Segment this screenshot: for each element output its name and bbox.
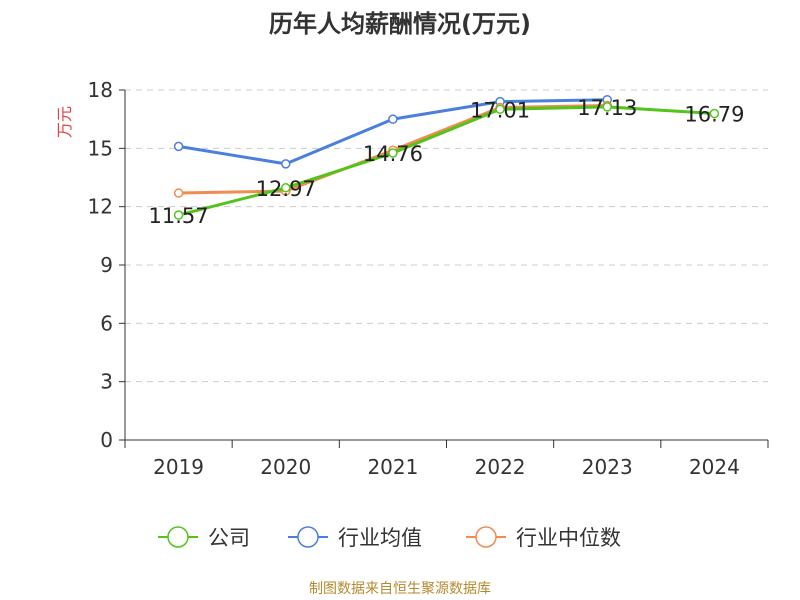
y-tick-label: 15 [88, 136, 113, 160]
series-lines [173, 94, 720, 220]
legend-marker [167, 526, 189, 548]
series-line [178, 105, 715, 217]
x-tick-label: 2019 [153, 455, 204, 479]
data-point [709, 108, 720, 119]
legend-item: 行业中位数 [466, 526, 621, 550]
y-ticks: 0 3 6 9 12 15 18 [88, 78, 125, 452]
legend-label: 行业均值 [338, 526, 422, 550]
x-tick-label: 2020 [260, 455, 311, 479]
x-tick-label: 2024 [689, 455, 740, 479]
data-point [495, 104, 505, 114]
legend-marker [475, 526, 497, 548]
data-label: 14.76 [363, 142, 423, 166]
y-tick-label: 3 [100, 370, 113, 394]
data-point [388, 114, 398, 124]
legend-label: 行业中位数 [516, 526, 621, 550]
data-label: 17.01 [470, 98, 530, 122]
data-point [602, 102, 612, 112]
x-ticks: 2019 2020 2021 2022 2023 2024 [124, 440, 769, 479]
legend-label: 公司 [208, 526, 250, 550]
data-point [173, 210, 184, 220]
y-axis-title: 万元 [55, 106, 74, 138]
data-label: 17.13 [577, 96, 637, 120]
y-tick-label: 6 [100, 311, 113, 335]
y-tick-label: 0 [100, 428, 113, 452]
data-label: 11.57 [149, 204, 209, 228]
legend: 公司 行业均值 行业中位数 [158, 526, 621, 550]
grid-lines [125, 89, 768, 383]
data-label: 16.79 [684, 103, 744, 127]
y-tick-label: 9 [100, 253, 113, 277]
data-point [281, 183, 291, 193]
chart-title: 历年人均薪酬情况(万元) [269, 10, 531, 38]
legend-marker [297, 526, 319, 548]
data-point [173, 188, 184, 198]
data-labels: 11.57 12.97 14.76 17.01 17.13 16.79 [149, 96, 745, 228]
y-tick-label: 12 [88, 195, 113, 219]
data-point [173, 141, 184, 152]
data-label: 12.97 [256, 177, 316, 201]
data-point [388, 148, 398, 158]
legend-item: 行业均值 [288, 526, 422, 550]
legend-item: 公司 [158, 526, 250, 550]
y-tick-label: 18 [88, 78, 113, 102]
x-tick-label: 2023 [582, 455, 633, 479]
data-point [281, 159, 291, 169]
data-source-note: 制图数据来自恒生聚源数据库 [309, 581, 491, 597]
x-tick-label: 2022 [475, 455, 526, 479]
x-tick-label: 2021 [367, 455, 418, 479]
